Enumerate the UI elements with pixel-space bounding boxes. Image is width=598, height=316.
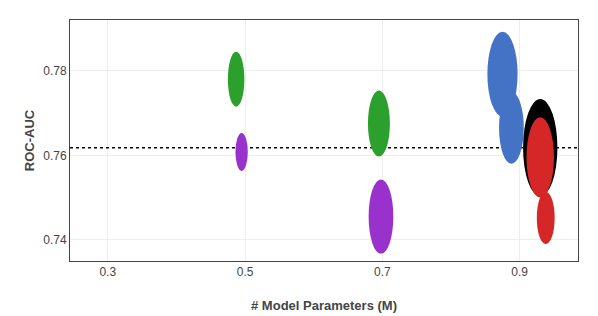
svg-text:0.78: 0.78 xyxy=(43,64,67,78)
svg-text:0.74: 0.74 xyxy=(43,233,67,247)
svg-text:0.7: 0.7 xyxy=(374,265,391,279)
svg-text:0.76: 0.76 xyxy=(43,149,67,163)
svg-text:# Model Parameters (M): # Model Parameters (M) xyxy=(251,298,397,313)
svg-text:0.3: 0.3 xyxy=(99,265,116,279)
svg-text:ROC-AUC: ROC-AUC xyxy=(22,109,37,171)
svg-text:0.9: 0.9 xyxy=(511,265,528,279)
svg-text:0.5: 0.5 xyxy=(237,265,254,279)
